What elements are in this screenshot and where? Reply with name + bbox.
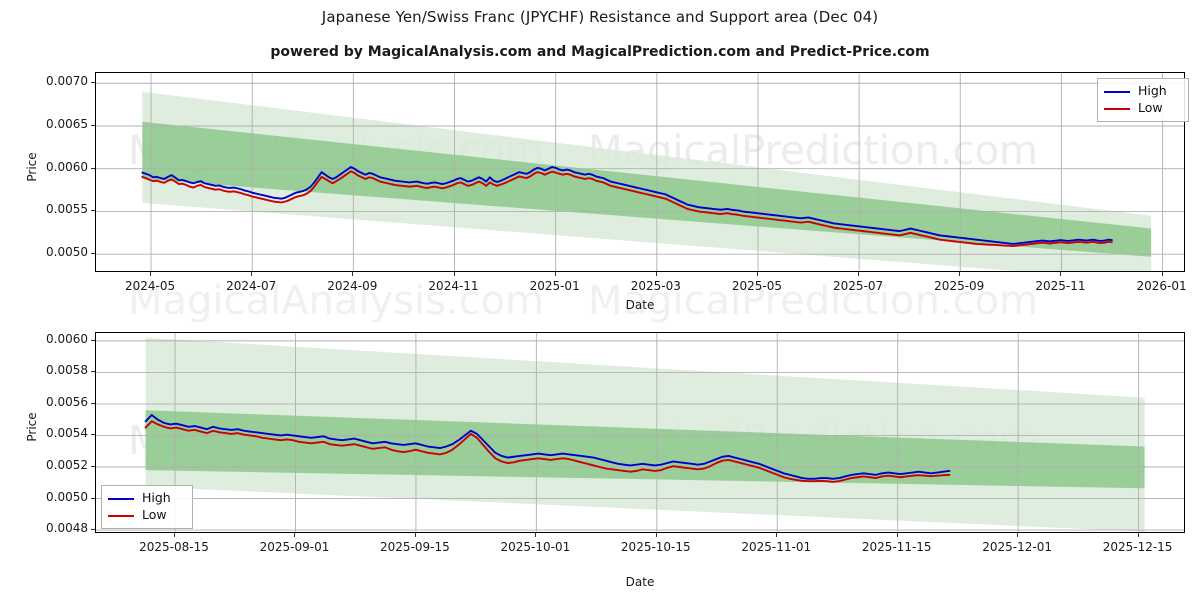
x-axis-tick-mark bbox=[1060, 272, 1062, 276]
x-axis-tick-label: 2025-03 bbox=[630, 279, 681, 293]
x-axis-tick-label: 2025-11 bbox=[1035, 279, 1086, 293]
y-axis-tick-mark bbox=[91, 210, 95, 212]
legend-label-high: High bbox=[142, 490, 171, 506]
legend-top[interactable]: High Low bbox=[1097, 78, 1189, 122]
x-axis-tick-label: 2025-09 bbox=[934, 279, 985, 293]
y-axis-tick-mark bbox=[91, 402, 95, 404]
y-axis-tick-mark bbox=[91, 371, 95, 373]
x-axis-tick-mark bbox=[896, 533, 898, 537]
x-axis-tick-label: 2026-01 bbox=[1136, 279, 1187, 293]
resistance-support-inner-band bbox=[145, 410, 1145, 489]
x-axis-tick-label: 2024-11 bbox=[428, 279, 479, 293]
x-axis-tick-label: 2025-12-01 bbox=[982, 540, 1052, 554]
legend-label-low: Low bbox=[1138, 100, 1163, 116]
x-axis-tick-mark bbox=[352, 272, 354, 276]
y-axis-tick-label: 0.0058 bbox=[46, 363, 88, 378]
y-axis-tick-label: 0.0070 bbox=[46, 74, 88, 89]
x-axis-tick-mark bbox=[294, 533, 296, 537]
y-axis-tick-mark bbox=[91, 339, 95, 341]
x-axis-tick-mark bbox=[150, 272, 152, 276]
x-axis-tick-label: 2024-09 bbox=[327, 279, 378, 293]
price-line-low bbox=[141, 170, 1113, 248]
price-line-low bbox=[144, 420, 951, 483]
x-axis-tick-mark bbox=[1017, 533, 1019, 537]
y-axis-tick-mark bbox=[91, 466, 95, 467]
y-axis-tick-label: 0.0052 bbox=[46, 458, 88, 472]
x-axis-tick-label: 2024-07 bbox=[226, 279, 277, 293]
x-axis-tick-label: 2025-10-01 bbox=[500, 540, 571, 554]
y-axis-tick-mark bbox=[91, 497, 95, 499]
x-axis-tick-label: 2025-11-15 bbox=[861, 540, 932, 554]
x-axis-tick-label: 2025-08-15 bbox=[139, 540, 209, 554]
x-axis-tick-label: 2025-09-15 bbox=[380, 540, 450, 554]
y-axis-tick-label: 0.0055 bbox=[46, 202, 88, 217]
legend-row-low: Low bbox=[1104, 100, 1181, 117]
x-axis-tick-mark bbox=[535, 533, 537, 537]
legend-row-low: Low bbox=[108, 507, 185, 524]
plot-area-top[interactable] bbox=[95, 72, 1185, 272]
y-axis-tick-label: 0.0060 bbox=[46, 159, 88, 174]
y-axis-tick-label: 0.0048 bbox=[46, 521, 88, 536]
x-axis-tick-mark bbox=[1161, 272, 1163, 276]
x-axis-tick-mark bbox=[655, 272, 657, 276]
page-title: Japanese Yen/Swiss Franc (JPYCHF) Resist… bbox=[321, 8, 879, 26]
legend-label-low: Low bbox=[142, 507, 167, 523]
x-axis-tick-mark bbox=[776, 533, 778, 537]
chart-panel-top: Price Date High Low 0.0050 0.0055 0.0060 0.… bbox=[25, 72, 1189, 312]
y-axis-tick-label: 0.0050 bbox=[46, 245, 88, 260]
chart-panel-bottom: Price Date High Low 0.0048 0.0050 0.0052 0.… bbox=[0, 310, 1200, 600]
price-line-high bbox=[144, 414, 951, 480]
x-axis-tick-label: 2025-01 bbox=[529, 279, 580, 293]
page-subtitle: powered by MagicalAnalysis.com and Magic… bbox=[270, 44, 930, 60]
y-axis-tick-label: 0.0060 bbox=[46, 331, 88, 346]
x-axis-tick-mark bbox=[655, 533, 657, 537]
x-axis-tick-label: 2025-05 bbox=[731, 279, 783, 293]
y-axis-tick-mark bbox=[91, 253, 95, 255]
y-axis-tick-label: 0.0050 bbox=[46, 489, 88, 504]
x-axis-tick-label: 2024-05 bbox=[124, 279, 176, 293]
y-axis-tick-mark bbox=[91, 167, 95, 169]
legend-swatch-low bbox=[1104, 107, 1130, 110]
x-axis-tick-mark bbox=[453, 272, 455, 276]
y-axis-tick-mark bbox=[91, 434, 95, 436]
plot-area-bottom[interactable] bbox=[95, 332, 1185, 533]
x-axis-tick-mark bbox=[414, 533, 416, 537]
x-axis-tick-mark bbox=[251, 272, 253, 276]
legend-swatch-high bbox=[108, 497, 134, 500]
x-axis-tick-label: 2025-10-15 bbox=[620, 540, 691, 554]
y-axis-tick-mark bbox=[91, 124, 95, 126]
x-axis-tick-label: 2025-11-01 bbox=[741, 540, 812, 554]
y-axis-tick-mark bbox=[91, 82, 95, 84]
x-axis-tick-label: 2025-09-01 bbox=[259, 540, 330, 554]
y-axis-tick-mark bbox=[91, 529, 95, 531]
legend-swatch-low bbox=[108, 514, 134, 517]
y-axis-tick-label: 0.0056 bbox=[46, 394, 88, 409]
price-line-high bbox=[141, 166, 1113, 245]
y-axis-tick-label: 0.0054 bbox=[46, 426, 88, 441]
x-axis-tick-mark bbox=[959, 272, 961, 276]
legend-label-high: High bbox=[1138, 83, 1167, 99]
x-axis-tick-mark bbox=[1137, 533, 1139, 537]
legend-row-high: High bbox=[108, 490, 185, 507]
x-axis-tick-mark bbox=[174, 533, 176, 537]
x-axis-tick-mark bbox=[554, 272, 556, 276]
x-axis-tick-mark bbox=[756, 272, 758, 276]
y-axis-tick-label: 0.0065 bbox=[46, 116, 88, 131]
x-axis-label-bottom: Date bbox=[625, 575, 655, 589]
x-axis-tick-mark bbox=[858, 272, 860, 276]
x-axis-tick-label: 2025-07 bbox=[833, 279, 884, 293]
x-axis-label-top: Date bbox=[625, 298, 655, 312]
legend-row-high: High bbox=[1104, 83, 1181, 100]
legend-bottom[interactable]: High Low bbox=[101, 485, 193, 529]
x-axis-tick-label: 2025-12-15 bbox=[1102, 540, 1173, 554]
legend-swatch-high bbox=[1104, 90, 1130, 93]
